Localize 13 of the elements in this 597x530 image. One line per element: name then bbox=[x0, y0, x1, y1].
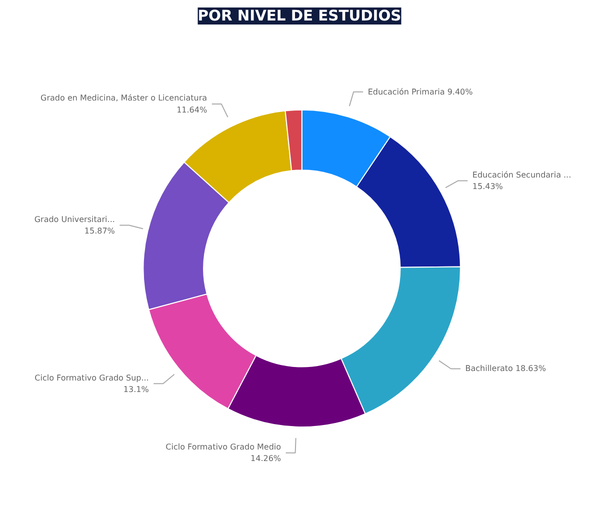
slice-label: Ciclo Formativo Grado Sup... bbox=[34, 373, 149, 382]
slice-label: Educación Primaria 9.40% bbox=[368, 87, 474, 96]
data-label: 11.64% bbox=[176, 105, 208, 114]
slice-label: Educación Secundaria ... bbox=[472, 170, 572, 180]
data-label: 15.87% bbox=[84, 226, 116, 236]
chart-title: POR NIVEL DE ESTUDIOS bbox=[198, 8, 402, 24]
slice-label: Grado Universitari... bbox=[34, 214, 115, 224]
data-label: 14.26% bbox=[250, 454, 282, 464]
slice-label: Bachillerato 18.63% bbox=[465, 364, 546, 374]
data-label: 15.43% bbox=[472, 182, 504, 192]
data-label: 13.1% bbox=[123, 385, 150, 394]
slice-label: Ciclo Formativo Grado Medio bbox=[166, 442, 282, 452]
slice-label: Grado en Medicina, Máster o Licenciatura bbox=[40, 94, 208, 103]
